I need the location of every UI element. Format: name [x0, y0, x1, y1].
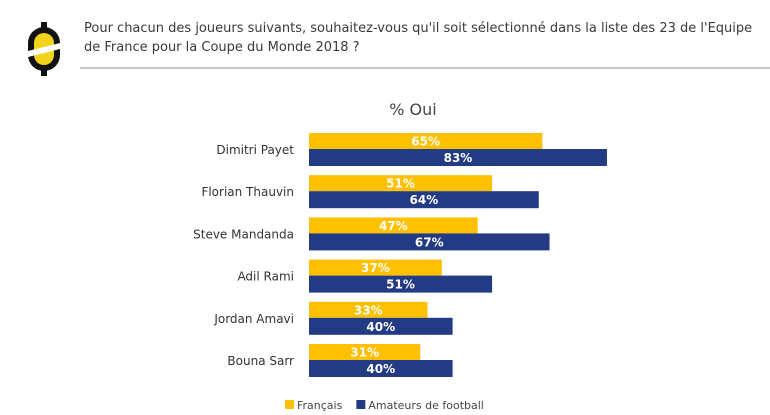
- data-label: 83%: [444, 151, 473, 165]
- bar-francais: [309, 175, 493, 192]
- legend-swatch: [285, 400, 294, 409]
- category-label: Adil Rami: [237, 270, 294, 284]
- data-label: 37%: [361, 261, 390, 275]
- legend-label: Amateurs de football: [368, 399, 484, 412]
- bar-francais: [309, 344, 421, 360]
- bar-amateurs: [309, 149, 607, 166]
- bar-amateurs: [309, 317, 453, 335]
- bar-amateurs: [309, 191, 539, 209]
- data-label: 67%: [415, 235, 444, 249]
- data-label: 31%: [350, 346, 379, 360]
- category-label: Jordan Amavi: [213, 312, 294, 326]
- category-label: Bouna Sarr: [227, 354, 294, 368]
- data-label: 51%: [386, 177, 415, 191]
- bar-francais: [309, 259, 442, 276]
- data-label: 47%: [379, 219, 408, 233]
- data-label: 40%: [366, 362, 395, 376]
- data-label: 64%: [410, 193, 439, 207]
- bar-francais: [309, 133, 543, 149]
- data-label: 65%: [411, 135, 440, 149]
- divider: [80, 67, 770, 69]
- data-label: 51%: [386, 278, 415, 292]
- bar-amateurs: [309, 233, 550, 251]
- chart-title: % Oui: [389, 100, 436, 119]
- bar-francais: [309, 301, 428, 318]
- question-text: Pour chacun des joueurs suivants, souhai…: [84, 21, 753, 55]
- category-label: Steve Mandanda: [193, 227, 294, 241]
- legend-label: Français: [297, 399, 343, 412]
- legend-swatch: [356, 400, 366, 409]
- category-label: Florian Thauvin: [201, 185, 294, 199]
- data-label: 40%: [366, 320, 395, 334]
- logo-icon: [24, 22, 64, 76]
- category-label: Dimitri Payet: [216, 143, 294, 157]
- bar-francais: [309, 217, 478, 234]
- data-label: 33%: [354, 303, 383, 317]
- bar-amateurs: [309, 360, 453, 377]
- bar-amateurs: [309, 275, 493, 293]
